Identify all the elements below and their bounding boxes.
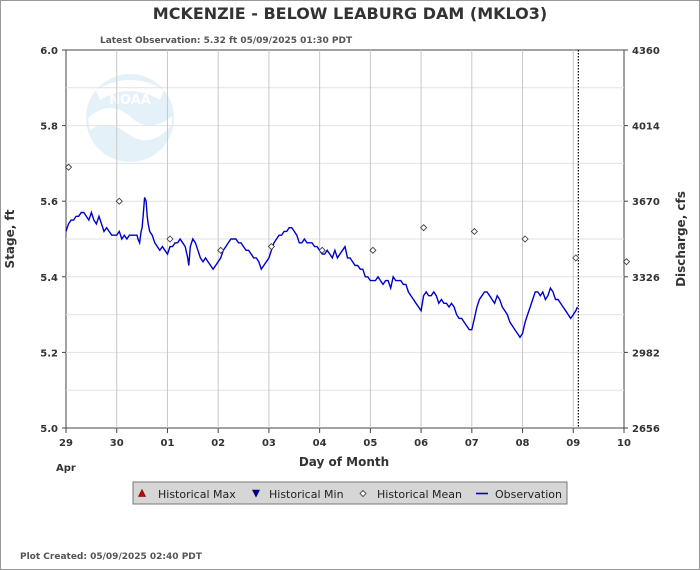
y-axis-left-ticks: 5.0 5.2 5.4 5.6 5.8 6.0 — [40, 46, 66, 435]
historical-mean-point — [470, 227, 478, 236]
x-tick-label: 29 — [59, 438, 73, 449]
legend-historical-min-label: Historical Min — [269, 488, 344, 501]
historical-mean-point — [267, 242, 276, 251]
y-axis-left-label: Stage, ft — [3, 209, 17, 268]
chart-title: MCKENZIE - BELOW LEABURG DAM (MKLO3) — [153, 4, 547, 23]
x-axis-ticks: 29 30 01 02 03 04 05 06 07 08 09 10 — [59, 428, 631, 449]
plot-created: Plot Created: 05/09/2025 02:40 PDT — [20, 552, 203, 562]
legend-historical-mean-label: Historical Mean — [377, 488, 462, 501]
historical-mean-point — [369, 246, 377, 254]
historical-mean-point — [166, 235, 174, 243]
legend-historical-mean-marker — [359, 489, 367, 498]
legend-observation-label: Observation — [495, 488, 562, 501]
x-tick-label: 04 — [313, 438, 327, 449]
x-tick-label: 01 — [160, 438, 174, 449]
historical-mean-point — [521, 235, 529, 243]
y-right-tick-label: 2656 — [632, 424, 660, 435]
legend-box — [132, 481, 568, 505]
y-right-tick-label: 3670 — [632, 197, 660, 208]
month-label: Apr — [56, 463, 76, 474]
historical-mean-point — [622, 258, 631, 266]
y-right-tick-label: 3326 — [632, 273, 660, 284]
series-historical-mean-points — [64, 163, 631, 266]
legend-historical-min-marker — [252, 489, 260, 498]
series-observation-line — [65, 197, 578, 339]
historical-mean-point — [420, 224, 428, 232]
y-right-tick-label: 2982 — [632, 348, 660, 359]
y-left-tick-label: 5.8 — [40, 122, 58, 133]
legend-historical-max-marker — [138, 488, 146, 497]
noaa-logo-text: NOAA — [109, 93, 151, 108]
noaa-logo: NOAA — [86, 74, 174, 162]
historical-mean-point — [318, 246, 326, 254]
legend: Historical Max Historical Min Historical… — [132, 481, 568, 505]
latest-observation: Latest Observation: 5.32 ft 05/09/2025 0… — [100, 36, 353, 46]
historical-mean-point — [115, 197, 123, 205]
legend-historical-max-label: Historical Max — [158, 488, 236, 501]
x-tick-label: 03 — [262, 438, 276, 449]
historical-mean-point — [217, 246, 225, 254]
x-tick-label: 07 — [465, 438, 479, 449]
y-left-tick-label: 5.6 — [40, 197, 58, 208]
x-tick-label: 05 — [363, 438, 377, 449]
y-axis-right-label: Discharge, cfs — [674, 191, 688, 287]
x-tick-label: 30 — [110, 438, 124, 449]
x-tick-label: 08 — [516, 438, 530, 449]
y-left-tick-label: 5.2 — [40, 348, 58, 359]
historical-mean-point — [572, 254, 580, 262]
y-axis-right-ticks: 2656 2982 3326 3670 4014 4360 — [624, 46, 660, 435]
y-right-tick-label: 4360 — [632, 46, 660, 57]
x-tick-label: 09 — [566, 438, 580, 449]
x-tick-label: 02 — [211, 438, 225, 449]
y-right-tick-label: 4014 — [632, 122, 660, 133]
historical-mean-point — [64, 163, 73, 171]
gridlines — [66, 50, 624, 428]
y-left-tick-label: 6.0 — [40, 46, 58, 57]
y-left-tick-label: 5.0 — [40, 424, 58, 435]
x-tick-label: 10 — [617, 438, 631, 449]
x-tick-label: 06 — [414, 438, 428, 449]
x-axis-label: Day of Month — [299, 455, 389, 469]
y-left-tick-label: 5.4 — [40, 273, 58, 284]
